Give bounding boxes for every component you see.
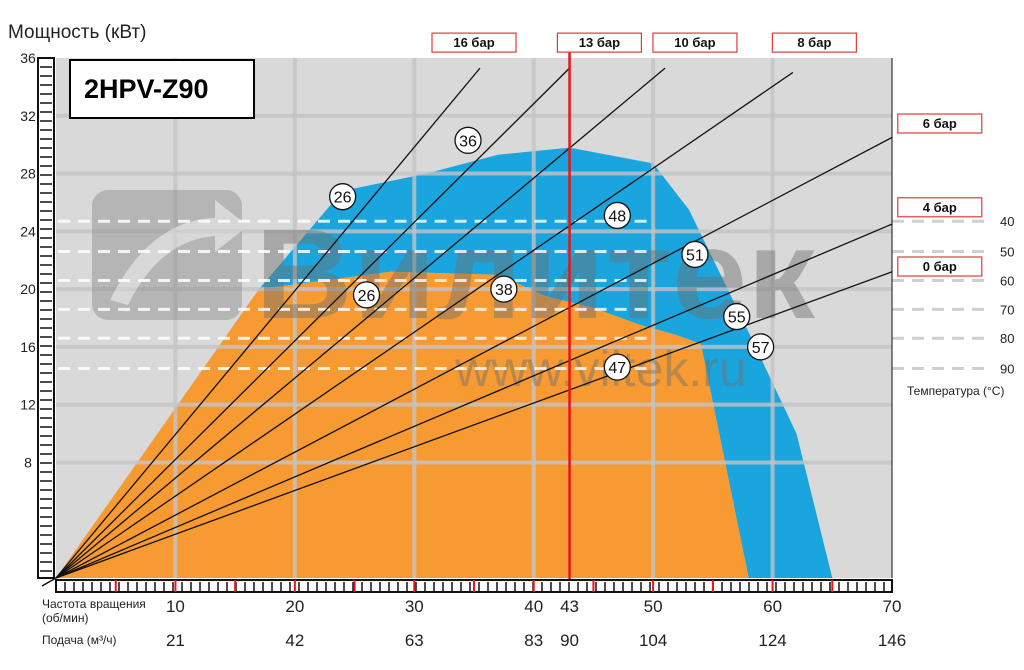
value-circle-label: 38 (495, 282, 513, 299)
y-tick-label: 28 (20, 166, 36, 182)
flow-tick-label: 124 (758, 631, 786, 650)
temperature-tick-label: 60 (1000, 273, 1014, 288)
pressure-line (55, 271, 893, 579)
x-tick-label: 50 (644, 597, 663, 616)
pressure-label: 13 бар (579, 35, 620, 50)
x-tick-label: 60 (763, 597, 782, 616)
axis-origin-stub (41, 577, 57, 587)
value-circle-label: 51 (686, 247, 704, 264)
chart-title: 2HPV-Z90 (84, 73, 209, 104)
pressure-label-box (897, 113, 983, 134)
value-circle-label: 26 (358, 288, 376, 305)
value-circle (328, 183, 357, 211)
x-label-rotation: Частота вращения (об/мин) (42, 597, 146, 625)
pressure-label-box (431, 32, 517, 53)
pressure-label: 0 бар (923, 259, 957, 274)
temperature-tick-label: 90 (1000, 362, 1014, 377)
value-circle (723, 302, 751, 331)
arrow-logo-icon-arrow (110, 200, 248, 305)
value-circle-label: 47 (608, 360, 626, 377)
temperature-tick-label: 80 (1000, 331, 1014, 346)
temperature-axis-label: Температура (°C) (907, 384, 1005, 398)
y-tick-label: 32 (20, 108, 36, 124)
pressure-line (55, 67, 666, 579)
flow-tick-label: 63 (405, 631, 424, 650)
flow-tick-label: 104 (639, 631, 667, 650)
pressure-line (55, 67, 571, 579)
pressure-line (55, 136, 893, 579)
value-circle (603, 353, 631, 381)
flow-tick-label: 21 (166, 631, 185, 650)
value-circle-label: 57 (752, 340, 770, 357)
value-circle-label: 26 (334, 190, 352, 207)
value-circle-label: 48 (608, 208, 626, 225)
value-circle (681, 240, 709, 269)
value-circle (603, 201, 631, 230)
temperature-tick-label: 40 (1000, 214, 1014, 229)
y-tick-label: 20 (20, 281, 36, 297)
pressure-label: 8 бар (797, 35, 831, 50)
pressure-label: 6 бар (923, 116, 957, 131)
temperature-tick-label: 50 (1000, 245, 1014, 260)
y-tick-label: 36 (20, 50, 36, 66)
y-axis-ruler (37, 57, 55, 579)
flow-tick-label: 42 (285, 631, 304, 650)
x-label-rotation-line1: Частота вращения (42, 597, 146, 611)
pressure-label-box (897, 256, 983, 277)
y-tick-label: 8 (24, 454, 32, 470)
pressure-line (55, 223, 893, 579)
pressure-line (55, 67, 481, 579)
x-tick-label: 40 (524, 597, 543, 616)
value-circle (746, 333, 775, 361)
pressure-label: 16 бар (453, 35, 494, 50)
pressure-label-box (556, 32, 643, 53)
x-tick-label: 30 (405, 597, 424, 616)
flow-tick-label: 146 (878, 631, 906, 650)
value-circle (352, 281, 381, 309)
flow-tick-label: 83 (524, 631, 543, 650)
chart-title-box: 2HPV-Z90 (69, 59, 255, 119)
value-circle-label: 55 (728, 310, 746, 327)
y-axis-label: Мощность (кВт) (8, 22, 147, 43)
pressure-label-box (652, 32, 738, 53)
x-label-flow: Подача (м³/ч) (42, 633, 117, 647)
x-tick-label: 70 (883, 597, 902, 616)
pressure-line (55, 71, 794, 579)
x-tick-label: 43 (560, 597, 579, 616)
x-tick-label: 10 (166, 597, 185, 616)
y-tick-label: 16 (20, 339, 36, 355)
pressure-label: 4 бар (923, 200, 957, 215)
flow-tick-label: 90 (560, 631, 579, 650)
y-tick-label: 24 (20, 223, 36, 239)
pressure-label: 10 бар (674, 35, 715, 50)
pressure-label-box (771, 32, 857, 53)
x-tick-label: 20 (285, 597, 304, 616)
x-label-rotation-line2: (об/мин) (42, 611, 89, 625)
temperature-tick-label: 70 (1000, 302, 1014, 317)
value-circle-label: 36 (459, 133, 477, 150)
value-circle (454, 126, 482, 154)
value-circle (490, 275, 518, 303)
pressure-label-box (897, 197, 983, 218)
y-tick-label: 12 (20, 397, 36, 413)
